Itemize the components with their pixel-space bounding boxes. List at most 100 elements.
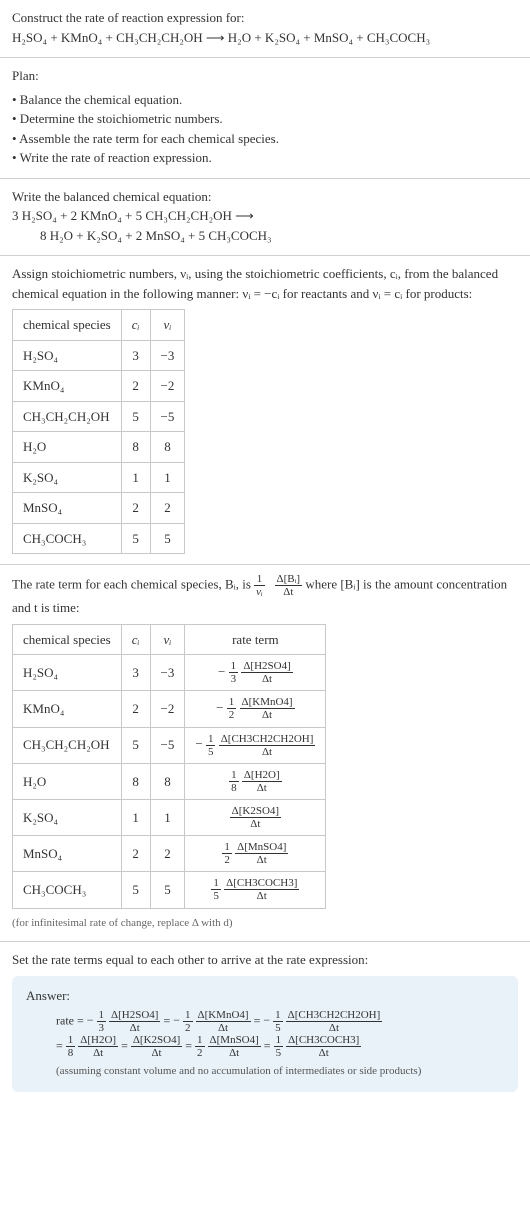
cell-ci: 1: [121, 462, 150, 493]
cell-vi: 1: [150, 462, 185, 493]
th-vi: νᵢ: [150, 624, 185, 655]
cell-vi: 2: [150, 493, 185, 524]
plan-item: • Balance the chemical equation.: [12, 90, 518, 110]
table-row: H₂O8818 Δ[H2O]Δt: [13, 763, 326, 799]
plan-item: • Assemble the rate term for each chemic…: [12, 129, 518, 149]
table-row: CH₃COCH₃55: [13, 523, 185, 554]
cell-ci: 5: [121, 401, 150, 432]
th-species: chemical species: [13, 310, 122, 341]
section-construct: Construct the rate of reaction expressio…: [0, 0, 530, 58]
th-species: chemical species: [13, 624, 122, 655]
table-row: H₂SO₄3−3− 13 Δ[H2SO4]Δt: [13, 655, 326, 691]
th-ci: cᵢ: [121, 624, 150, 655]
rate-table: chemical species cᵢ νᵢ rate term H₂SO₄3−…: [12, 624, 326, 909]
th-vi: νᵢ: [150, 310, 185, 341]
table-row: CH₃CH₂CH₂OH5−5− 15 Δ[CH3CH2CH2OH]Δt: [13, 727, 326, 763]
cell-species: MnSO₄: [13, 493, 122, 524]
table-row: MnSO₄2212 Δ[MnSO4]Δt: [13, 836, 326, 872]
cell-vi: −3: [150, 655, 185, 691]
answer-note: (assuming constant volume and no accumul…: [56, 1063, 504, 1080]
stoich-text: Assign stoichiometric numbers, νᵢ, using…: [12, 264, 518, 303]
stoich-table: chemical species cᵢ νᵢ H₂SO₄3−3KMnO₄2−2C…: [12, 309, 185, 554]
section-rate-terms: The rate term for each chemical species,…: [0, 565, 530, 942]
table-row: MnSO₄22: [13, 493, 185, 524]
construct-lead: Construct the rate of reaction expressio…: [12, 8, 518, 28]
cell-ci: 5: [121, 872, 150, 908]
table-row: K₂SO₄11: [13, 462, 185, 493]
cell-vi: −5: [150, 401, 185, 432]
cell-ci: 3: [121, 655, 150, 691]
balanced-head: Write the balanced chemical equation:: [12, 187, 518, 207]
table-row: K₂SO₄11Δ[K2SO4]Δt: [13, 799, 326, 835]
table-row: H₂SO₄3−3: [13, 340, 185, 371]
frac-1-over-vi: 1 νᵢ: [254, 573, 265, 598]
cell-rate-term: − 15 Δ[CH3CH2CH2OH]Δt: [185, 727, 326, 763]
cell-species: CH₃CH₂CH₂OH: [13, 401, 122, 432]
plan-head: Plan:: [12, 66, 518, 86]
rate-intro: The rate term for each chemical species,…: [12, 573, 518, 618]
cell-species: CH₃COCH₃: [13, 872, 122, 908]
cell-ci: 1: [121, 799, 150, 835]
table-row: H₂O88: [13, 432, 185, 463]
cell-species: MnSO₄: [13, 836, 122, 872]
section-stoich: Assign stoichiometric numbers, νᵢ, using…: [0, 256, 530, 565]
cell-ci: 5: [121, 727, 150, 763]
cell-vi: −3: [150, 340, 185, 371]
cell-ci: 3: [121, 340, 150, 371]
plan-item: • Determine the stoichiometric numbers.: [12, 109, 518, 129]
cell-vi: 8: [150, 763, 185, 799]
cell-rate-term: 18 Δ[H2O]Δt: [185, 763, 326, 799]
cell-species: H₂SO₄: [13, 340, 122, 371]
cell-vi: 5: [150, 523, 185, 554]
cell-ci: 8: [121, 763, 150, 799]
cell-vi: 2: [150, 836, 185, 872]
cell-ci: 2: [121, 836, 150, 872]
th-rate-term: rate term: [185, 624, 326, 655]
cell-rate-term: − 13 Δ[H2SO4]Δt: [185, 655, 326, 691]
cell-ci: 5: [121, 523, 150, 554]
cell-ci: 2: [121, 691, 150, 727]
cell-vi: −5: [150, 727, 185, 763]
cell-rate-term: 12 Δ[MnSO4]Δt: [185, 836, 326, 872]
answer-header: Answer:: [26, 986, 504, 1006]
unbalanced-equation: H₂SO₄ + KMnO₄ + CH₃CH₂CH₂OH ⟶ H₂O + K₂SO…: [12, 28, 518, 48]
rate-intro-a: The rate term for each chemical species,…: [12, 577, 254, 592]
table-row: KMnO₄2−2− 12 Δ[KMnO4]Δt: [13, 691, 326, 727]
table-row: CH₃CH₂CH₂OH5−5: [13, 401, 185, 432]
cell-vi: −2: [150, 371, 185, 402]
cell-vi: −2: [150, 691, 185, 727]
plan-list: • Balance the chemical equation. • Deter…: [12, 90, 518, 168]
cell-vi: 1: [150, 799, 185, 835]
cell-species: H₂O: [13, 763, 122, 799]
cell-ci: 2: [121, 371, 150, 402]
rate-footnote: (for infinitesimal rate of change, repla…: [12, 915, 518, 932]
cell-species: CH₃CH₂CH₂OH: [13, 727, 122, 763]
cell-species: H₂SO₄: [13, 655, 122, 691]
table-row: KMnO₄2−2: [13, 371, 185, 402]
cell-ci: 8: [121, 432, 150, 463]
cell-species: KMnO₄: [13, 691, 122, 727]
cell-species: KMnO₄: [13, 371, 122, 402]
answer-box: Answer: rate = − 13 Δ[H2SO4]Δt = − 12 Δ[…: [12, 976, 518, 1092]
table-row: CH₃COCH₃5515 Δ[CH3COCH3]Δt: [13, 872, 326, 908]
cell-species: CH₃COCH₃: [13, 523, 122, 554]
balanced-line1: 3 H₂SO₄ + 2 KMnO₄ + 5 CH₃CH₂CH₂OH ⟶: [12, 206, 518, 226]
cell-species: K₂SO₄: [13, 799, 122, 835]
plan-item: • Write the rate of reaction expression.: [12, 148, 518, 168]
section-set-equal: Set the rate terms equal to each other t…: [0, 942, 530, 1102]
answer-expression: rate = − 13 Δ[H2SO4]Δt = − 12 Δ[KMnO4]Δt…: [56, 1009, 504, 1059]
th-ci: cᵢ: [121, 310, 150, 341]
cell-ci: 2: [121, 493, 150, 524]
cell-rate-term: − 12 Δ[KMnO4]Δt: [185, 691, 326, 727]
section-plan: Plan: • Balance the chemical equation. •…: [0, 58, 530, 179]
cell-vi: 5: [150, 872, 185, 908]
cell-rate-term: 15 Δ[CH3COCH3]Δt: [185, 872, 326, 908]
cell-species: K₂SO₄: [13, 462, 122, 493]
cell-rate-term: Δ[K2SO4]Δt: [185, 799, 326, 835]
frac-dbi-dt: Δ[Bᵢ] Δt: [275, 573, 303, 598]
set-equal-text: Set the rate terms equal to each other t…: [12, 950, 518, 970]
cell-species: H₂O: [13, 432, 122, 463]
section-balanced: Write the balanced chemical equation: 3 …: [0, 179, 530, 257]
cell-vi: 8: [150, 432, 185, 463]
balanced-line2: 8 H₂O + K₂SO₄ + 2 MnSO₄ + 5 CH₃COCH₃: [40, 226, 518, 246]
